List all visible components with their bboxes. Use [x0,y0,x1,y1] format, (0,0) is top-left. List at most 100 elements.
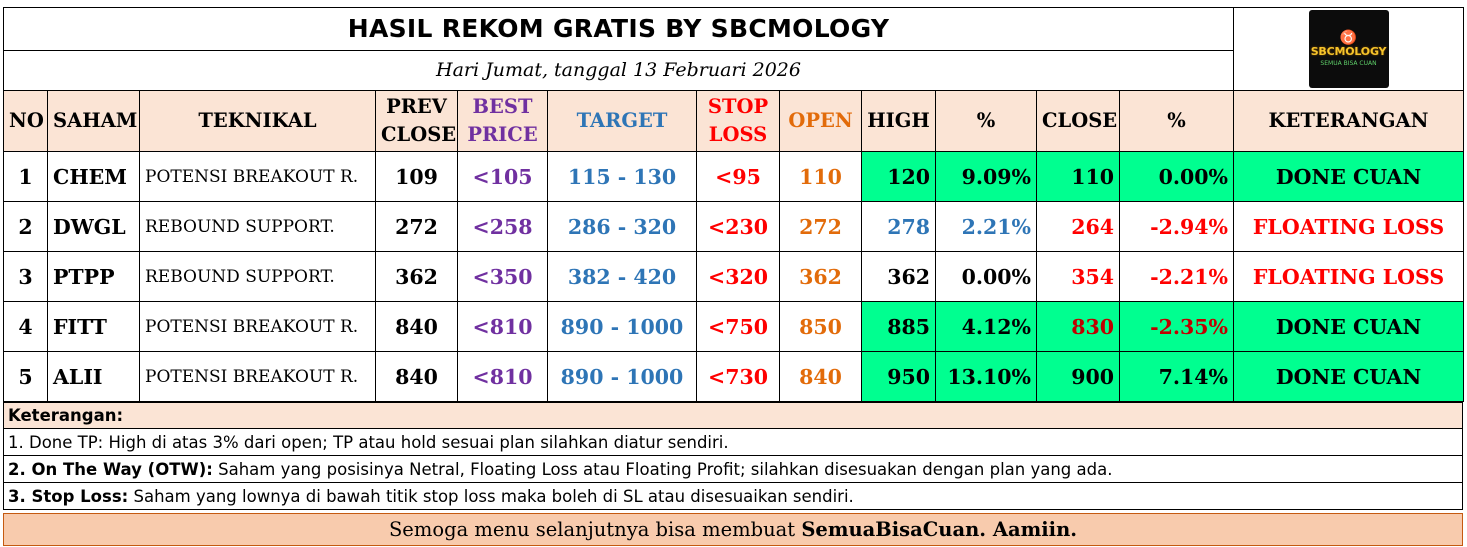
cell-no: 3 [3,251,48,302]
cell-close: 110 [1036,151,1120,202]
cell-prev-close: 840 [375,301,458,352]
cell-stop-loss: <230 [696,201,780,252]
cell-prev-close: 272 [375,201,458,252]
header-keterangan: KETERANGAN [1233,90,1465,152]
cell-saham: DWGL [47,201,140,252]
cell-open: 850 [779,301,862,352]
cell-close: 354 [1036,251,1120,302]
cell-close: 900 [1036,351,1120,402]
cell-teknikal: POTENSI BREAKOUT R. [139,151,376,202]
table-row: 5 ALII POTENSI BREAKOUT R. 840 <810 890 … [3,351,1465,402]
cell-target: 382 - 420 [547,251,697,302]
note-line-1: 1. Done TP: High di atas 3% dari open; T… [3,428,1463,456]
table-row: 2 DWGL REBOUND SUPPORT. 272 <258 286 - 3… [3,201,1465,252]
cell-no: 5 [3,351,48,402]
header-prev-close: PREV CLOSE [375,90,458,152]
footer-banner: Semoga menu selanjutnya bisa membuat Sem… [3,513,1463,546]
cell-keterangan: DONE CUAN [1233,351,1465,402]
cell-high: 278 [861,201,936,252]
cell-close: 830 [1036,301,1120,352]
cell-keterangan: FLOATING LOSS [1233,251,1465,302]
cell-pct-high: 13.10% [935,351,1037,402]
cell-open: 110 [779,151,862,202]
cell-best-price: <350 [457,251,548,302]
table-row: 3 PTPP REBOUND SUPPORT. 362 <350 382 - 4… [3,251,1465,302]
table-row: 4 FITT POTENSI BREAKOUT R. 840 <810 890 … [3,301,1465,352]
cell-saham: PTPP [47,251,140,302]
cell-keterangan: DONE CUAN [1233,301,1465,352]
cell-teknikal: POTENSI BREAKOUT R. [139,301,376,352]
header-teknikal: TEKNIKAL [139,90,376,152]
report-date: Hari Jumat, tanggal 13 Februari 2026 [2,49,1235,91]
cell-stop-loss: <750 [696,301,780,352]
cell-high: 950 [861,351,936,402]
cell-best-price: <810 [457,301,548,352]
footer-bold: SemuaBisaCuan. Aamiin. [801,518,1078,541]
cell-pct-high: 9.09% [935,151,1037,202]
cell-best-price: <258 [457,201,548,252]
cell-high: 362 [861,251,936,302]
cell-target: 890 - 1000 [547,351,697,402]
cell-prev-close: 362 [375,251,458,302]
notes-heading: Keterangan: [3,402,1463,429]
header-row: NO SAHAM TEKNIKAL PREV CLOSE BEST PRICE TA… [3,90,1465,152]
cell-high: 120 [861,151,936,202]
footer-text: Semoga menu selanjutnya bisa membuat [388,518,802,541]
note-line-2-label: 2. On The Way (OTW): [8,459,213,479]
bull-icon: ♉ [1339,30,1358,46]
cell-pct-close: 0.00% [1118,151,1235,202]
cell-best-price: <810 [457,351,548,402]
cell-best-price: <105 [457,151,548,202]
recommendation-table: HASIL REKOM GRATIS BY SBCMOLOGY ♉ SBCMOL… [2,7,1465,402]
report-title: HASIL REKOM GRATIS BY SBCMOLOGY [2,7,1235,51]
cell-teknikal: REBOUND SUPPORT. [139,201,376,252]
cell-keterangan: FLOATING LOSS [1233,201,1465,252]
logo-text: SBCMOLOGY [1310,45,1387,58]
cell-saham: ALII [47,351,140,402]
cell-close: 264 [1036,201,1120,252]
cell-saham: FITT [47,301,140,352]
cell-pct-high: 0.00% [935,251,1037,302]
note-line-3-label: 3. Stop Loss: [8,486,129,506]
cell-high: 885 [861,301,936,352]
cell-teknikal: REBOUND SUPPORT. [139,251,376,302]
cell-no: 4 [3,301,48,352]
cell-saham: CHEM [47,151,140,202]
cell-pct-close: -2.94% [1118,201,1235,252]
header-pct-close: % [1118,90,1235,152]
note-line-3-text: Saham yang lownya di bawah titik stop lo… [128,486,854,506]
report-sheet: HASIL REKOM GRATIS BY SBCMOLOGY ♉ SBCMOL… [2,7,1465,546]
table-row: 1 CHEM POTENSI BREAKOUT R. 109 <105 115 … [3,151,1465,202]
logo-cell: ♉ SBCMOLOGY SEMUA BISA CUAN [1233,7,1465,91]
header-open: OPEN [779,90,862,152]
note-line-2-text: Saham yang posisinya Netral, Floating Lo… [212,459,1113,479]
notes-table: Keterangan: 1. Done TP: High di atas 3% … [3,402,1463,546]
cell-open: 840 [779,351,862,402]
cell-prev-close: 109 [375,151,458,202]
header-target: TARGET [547,90,697,152]
header-saham: SAHAM [47,90,140,152]
cell-target: 286 - 320 [547,201,697,252]
cell-pct-close: 7.14% [1118,351,1235,402]
cell-no: 2 [3,201,48,252]
cell-pct-high: 2.21% [935,201,1037,252]
header-stop-loss: STOP LOSS [696,90,780,152]
cell-keterangan: DONE CUAN [1233,151,1465,202]
cell-teknikal: POTENSI BREAKOUT R. [139,351,376,402]
header-high: HIGH [861,90,936,152]
header-pct-high: % [935,90,1037,152]
note-line-3: 3. Stop Loss: Saham yang lownya di bawah… [3,482,1463,510]
cell-stop-loss: <730 [696,351,780,402]
cell-target: 890 - 1000 [547,301,697,352]
cell-stop-loss: <320 [696,251,780,302]
cell-prev-close: 840 [375,351,458,402]
cell-open: 362 [779,251,862,302]
cell-stop-loss: <95 [696,151,780,202]
cell-pct-close: -2.35% [1118,301,1235,352]
sbcmology-logo: ♉ SBCMOLOGY SEMUA BISA CUAN [1308,10,1389,88]
logo-subtext: SEMUA BISA CUAN [1320,60,1377,67]
header-close: CLOSE [1036,90,1120,152]
cell-pct-close: -2.21% [1118,251,1235,302]
cell-pct-high: 4.12% [935,301,1037,352]
header-no: NO [3,90,48,152]
